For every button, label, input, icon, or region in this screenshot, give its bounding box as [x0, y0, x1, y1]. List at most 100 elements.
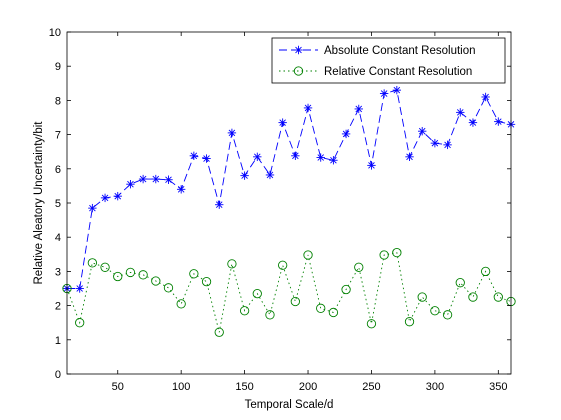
series-relative-point — [125, 267, 136, 278]
series-relative-point — [163, 283, 174, 293]
y-tick-label: 7 — [55, 130, 61, 142]
series-relative-point — [75, 318, 85, 328]
series-absolute-point — [202, 154, 211, 163]
legend-marker — [294, 45, 303, 55]
series-relative-point — [138, 270, 148, 280]
y-tick-label: 0 — [55, 369, 61, 381]
x-tick-label: 250 — [362, 381, 380, 393]
series-absolute-point — [164, 175, 173, 184]
series-absolute-point — [253, 152, 262, 162]
series-relative-point — [316, 303, 326, 313]
series-absolute-point — [215, 200, 224, 209]
legend-label-absolute: Absolute Constant Resolution — [324, 45, 476, 57]
series-absolute-point — [430, 138, 440, 148]
series-relative-point — [189, 269, 199, 279]
series-absolute-point — [468, 118, 478, 127]
legend-marker — [293, 66, 304, 76]
series-absolute-point — [329, 156, 338, 165]
series-absolute-point — [88, 203, 97, 213]
series-relative-point — [265, 310, 275, 320]
y-tick-label: 4 — [55, 232, 61, 244]
series-absolute-point — [138, 174, 148, 184]
series-relative-point — [480, 266, 491, 277]
series-relative-point — [354, 262, 364, 272]
series-absolute-point — [240, 171, 249, 180]
series-relative-point — [493, 292, 503, 302]
series-absolute-point — [367, 161, 376, 170]
series-relative-point — [392, 247, 402, 258]
series-relative-point — [404, 317, 415, 327]
y-tick-label: 2 — [55, 301, 61, 313]
series-absolute-point — [303, 103, 313, 113]
series-absolute-point — [481, 92, 490, 102]
y-tick-label: 9 — [55, 61, 61, 73]
series-relative-point — [227, 259, 237, 269]
series-absolute-point — [227, 128, 237, 138]
series-relative-point — [303, 250, 313, 260]
x-tick-label: 200 — [299, 381, 317, 393]
series-relative-point — [252, 288, 262, 299]
series-absolute-point — [354, 104, 363, 114]
series-absolute-point — [113, 191, 122, 201]
x-tick-label: 150 — [235, 381, 253, 393]
series-relative-point — [201, 277, 212, 287]
series-absolute-point — [456, 108, 465, 117]
series-absolute-point — [443, 140, 452, 150]
series-absolute-point — [418, 126, 427, 136]
series-absolute-point — [316, 153, 325, 162]
y-tick-label: 8 — [55, 95, 61, 107]
legend-entry-relative — [279, 66, 318, 76]
series-absolute-point — [278, 118, 287, 127]
x-tick-label: 100 — [172, 381, 190, 393]
series-relative-point — [379, 250, 389, 260]
x-axis-label: Temporal Scale/d — [245, 399, 334, 411]
series-absolute-point — [494, 117, 503, 126]
tick-labels-layer: 50 100 150 200 250 300 350 0 1 2 3 4 5 6 7 8 9 10 — [49, 27, 508, 393]
series-absolute-point — [126, 179, 135, 189]
series-absolute-point — [341, 129, 351, 139]
legend: Absolute Constant Resolution Relative Co… — [271, 37, 506, 84]
series-relative-point — [455, 278, 465, 288]
legend-box — [271, 37, 506, 84]
series-absolute-point — [189, 151, 199, 161]
x-tick-label: 50 — [112, 381, 124, 393]
ticks-layer — [67, 31, 511, 375]
series-relative-point — [417, 292, 427, 302]
series-relative-point — [278, 260, 288, 270]
series-relative-point — [328, 307, 339, 318]
series-absolute-point — [379, 89, 389, 98]
series-absolute-point — [100, 193, 110, 203]
series-relative-point — [87, 258, 98, 268]
y-tick-label: 3 — [55, 266, 61, 278]
series-absolute-point — [75, 284, 84, 293]
y-tick-label: 6 — [55, 164, 61, 176]
legend-label-relative: Relative Constant Resolution — [324, 66, 472, 78]
series-absolute-point — [151, 174, 160, 184]
series-relative-point — [290, 296, 300, 307]
plot-area — [67, 32, 511, 374]
series-relative-point — [239, 306, 250, 316]
series-relative-line — [66, 252, 512, 333]
legend-entry-absolute — [279, 45, 318, 55]
x-tick-label: 300 — [426, 381, 444, 393]
series-absolute — [62, 85, 516, 293]
series-absolute-point — [265, 170, 275, 180]
series-relative-point — [366, 319, 377, 329]
series-absolute-point — [176, 185, 186, 194]
y-axis-label: Relative Aleatory Uncertainty/bit — [33, 121, 45, 285]
series-relative-point — [100, 262, 110, 272]
y-tick-label: 1 — [55, 335, 61, 347]
y-tick-label: 10 — [49, 27, 61, 39]
series-absolute-point — [405, 152, 414, 162]
series-relative-point — [214, 327, 224, 337]
series-relative-point — [341, 284, 351, 295]
y-tick-label: 5 — [55, 198, 61, 210]
series-relative-point — [113, 271, 123, 282]
series-relative-point — [468, 292, 478, 302]
x-tick-label: 350 — [489, 381, 507, 393]
series-relative-point — [442, 310, 453, 320]
series-relative-point — [430, 306, 440, 316]
series-relative-point — [176, 299, 186, 309]
series-absolute-point — [291, 151, 300, 161]
